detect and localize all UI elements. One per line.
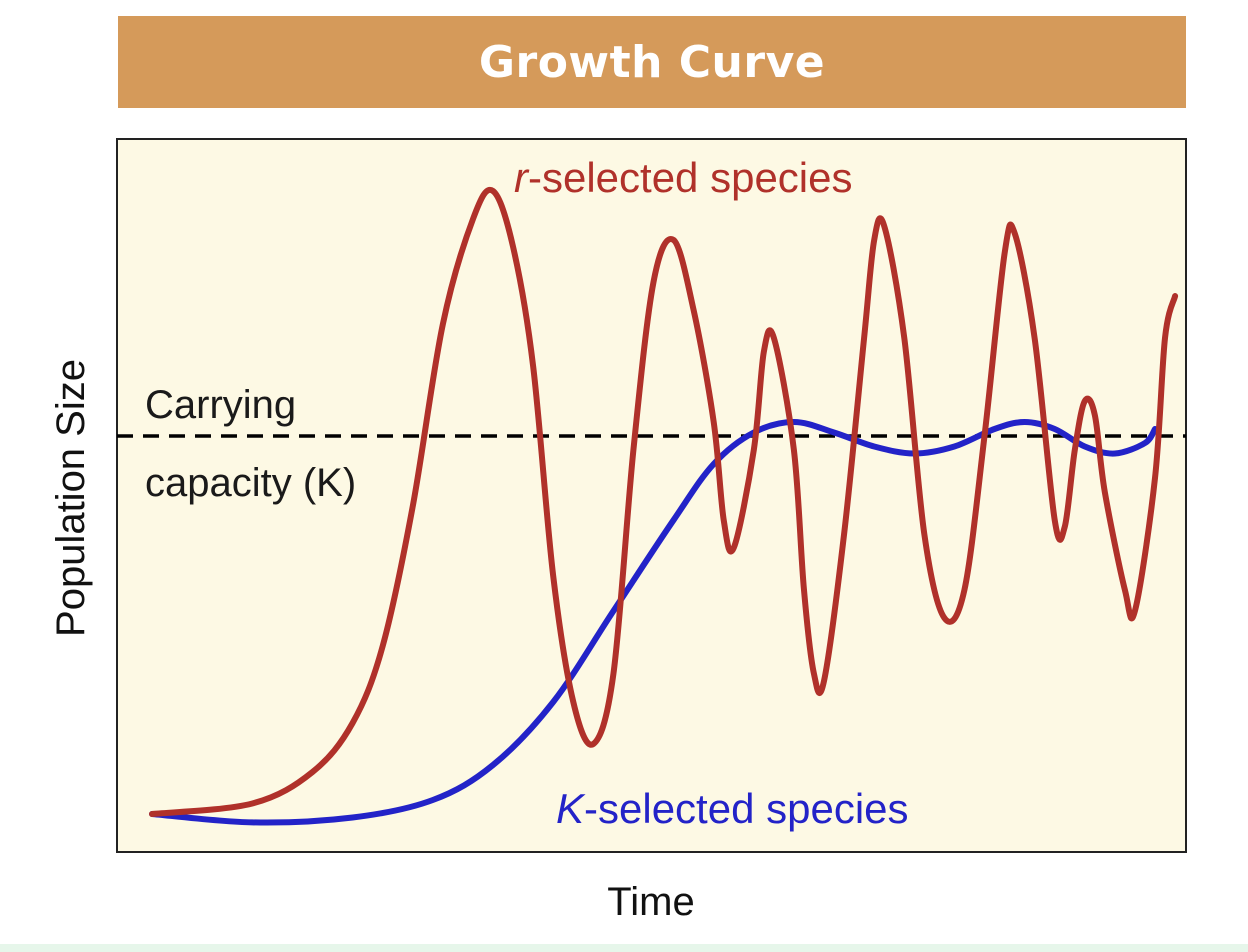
- plot-area: [116, 138, 1187, 853]
- k-selected-series-line: [149, 419, 1158, 826]
- r-series-label-rest: -selected species: [528, 154, 853, 201]
- chart-title-banner: Growth Curve: [118, 16, 1186, 108]
- y-axis-label: Population Size: [49, 359, 93, 637]
- r-selected-series-label: r-selected species: [514, 154, 853, 201]
- r-series-label-italic: r: [514, 154, 530, 201]
- x-axis-label: Time: [607, 880, 694, 924]
- r-selected-series-line: [149, 186, 1179, 817]
- k-series-label-rest: -selected species: [584, 785, 909, 832]
- k-selected-series-label: K-selected species: [556, 785, 909, 832]
- chart-title: Growth Curve: [478, 36, 826, 88]
- carrying-capacity-label-line2: capacity (K): [145, 461, 356, 505]
- bottom-strip: [0, 944, 1248, 952]
- k-series-label-italic: K: [556, 785, 586, 832]
- carrying-capacity-label-line1: Carrying: [145, 383, 296, 427]
